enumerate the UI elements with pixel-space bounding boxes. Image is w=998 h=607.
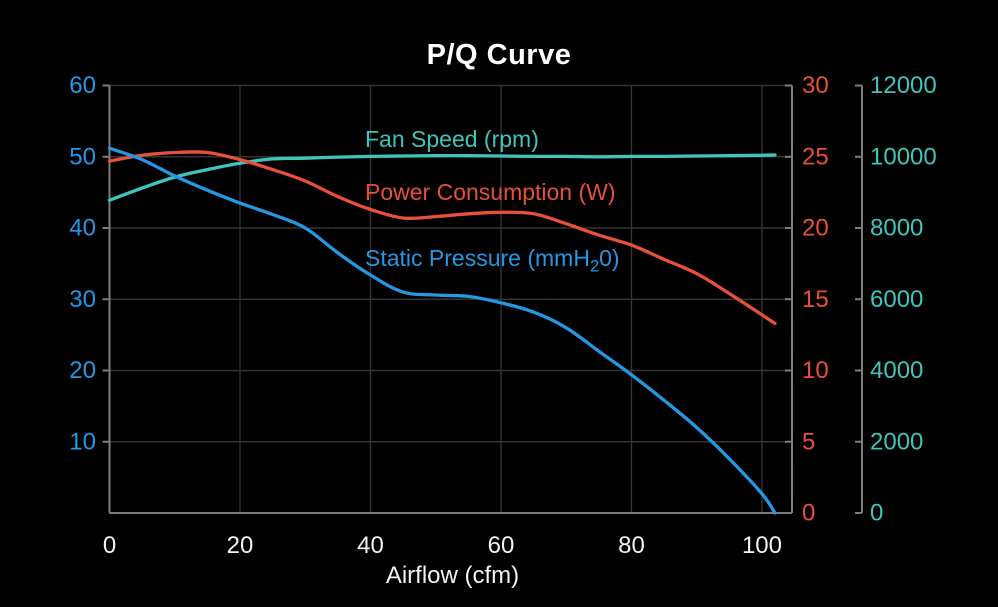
fan-tick-label: 12000 — [870, 72, 937, 99]
static-pressure-curve — [107, 146, 777, 515]
x-axis-title: Airflow (cfm) — [385, 562, 520, 589]
x-tick-label: 40 — [357, 532, 384, 559]
power-tick-label: 15 — [802, 286, 829, 313]
pressure-tick-label: 60 — [69, 72, 96, 99]
fan-speed-curve — [107, 153, 777, 202]
fan-tick-label: 10000 — [870, 143, 937, 170]
power-tick-label: 0 — [802, 500, 815, 527]
power-tick-label: 20 — [802, 215, 829, 242]
x-tick-label: 60 — [488, 532, 515, 559]
power-tick-label: 10 — [802, 357, 829, 384]
fan-speed-series-label: Fan Speed (rpm) — [365, 126, 539, 152]
pressure-label-text-end: 0) — [599, 245, 620, 271]
fan-tick-label: 6000 — [870, 286, 923, 313]
fan-tick-label: 8000 — [870, 215, 923, 242]
pressure-label-subscript: 2 — [589, 256, 600, 276]
x-tick-label: 0 — [103, 532, 116, 559]
x-tick-label: 20 — [227, 532, 254, 559]
pressure-tick-label: 40 — [69, 215, 96, 242]
fan-tick-label: 4000 — [870, 357, 923, 384]
x-tick-label: 100 — [742, 532, 782, 559]
pressure-tick-label: 30 — [69, 286, 96, 313]
power-consumption-curve — [107, 150, 777, 326]
static-pressure-series-label: Static Pressure (mmH20) — [365, 245, 620, 274]
fan-tick-label: 0 — [870, 500, 883, 527]
power-tick-label: 30 — [802, 72, 829, 99]
pressure-label-text: Static Pressure (mmH — [365, 245, 590, 271]
pressure-tick-label: 50 — [69, 143, 96, 170]
pressure-tick-label: 10 — [69, 428, 96, 455]
chart-title: P/Q Curve — [426, 39, 572, 71]
power-tick-label: 25 — [802, 143, 829, 170]
power-tick-label: 5 — [802, 428, 815, 455]
power-consumption-series-label: Power Consumption (W) — [365, 179, 616, 205]
x-tick-label: 80 — [618, 532, 645, 559]
fan-tick-label: 2000 — [870, 428, 923, 455]
pressure-tick-label: 20 — [69, 357, 96, 384]
